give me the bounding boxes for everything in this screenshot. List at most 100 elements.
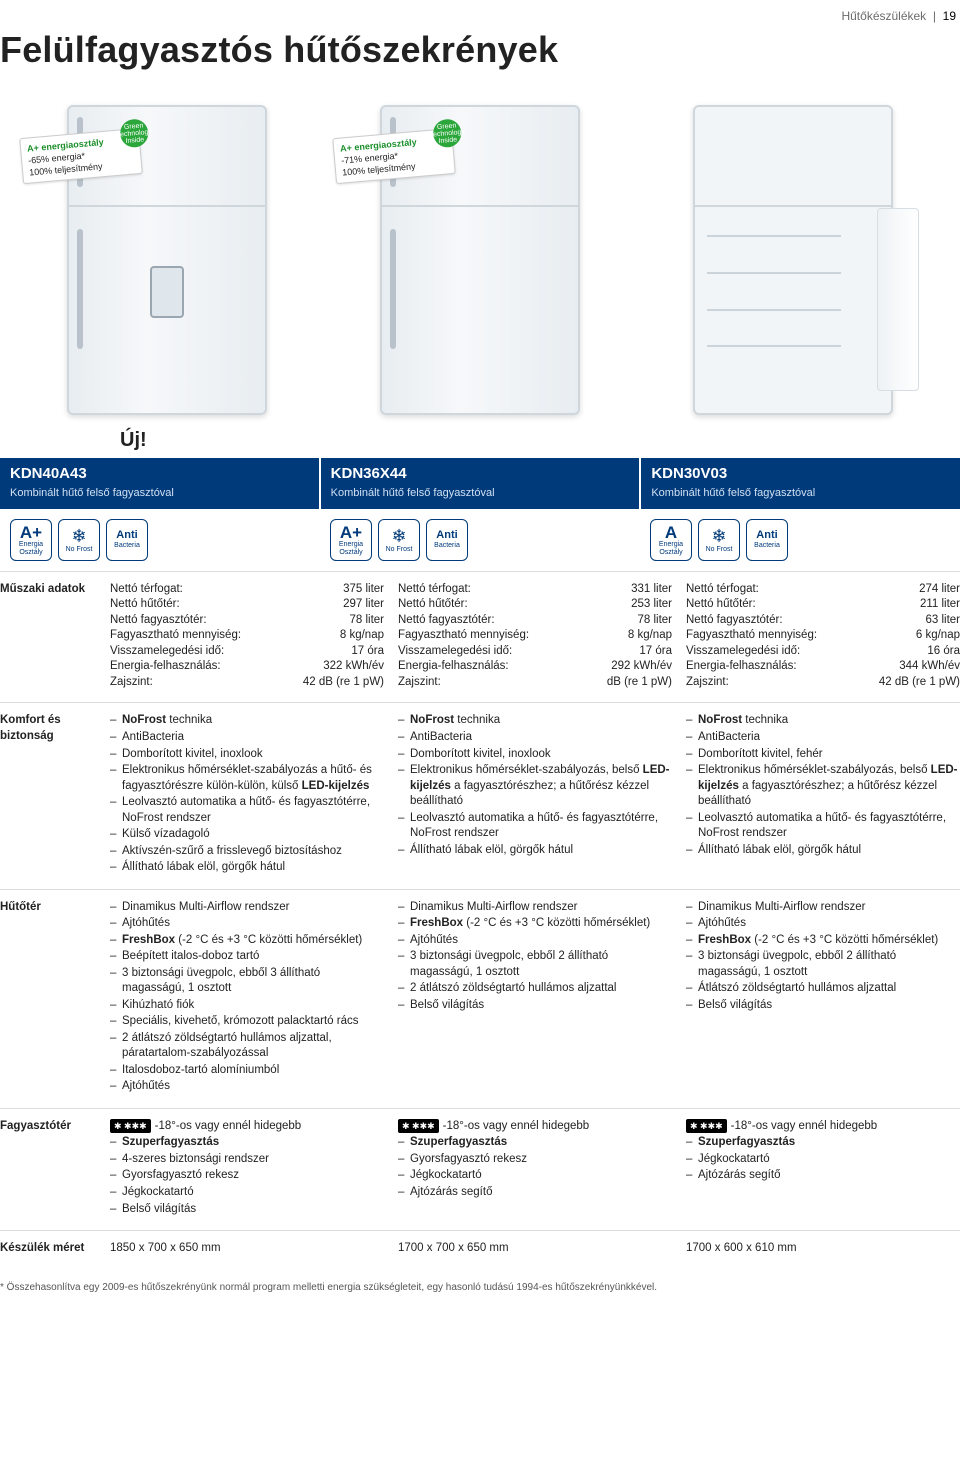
feature-item: Elektronikus hőmérséklet-szabályozás, be… — [686, 763, 960, 810]
spec-line: Fagyasztható mennyiség:6 kg/nap — [686, 628, 960, 644]
feature-item: ✱ ✱✱✱-18°-os vagy ennél hidegebb — [110, 1119, 384, 1135]
page-header: Hűtőkészülékek | 19 — [0, 0, 960, 24]
feature-item: 4-szeres biztonsági rendszer — [110, 1152, 384, 1168]
spec-line: Nettó térfogat:274 liter — [686, 582, 960, 598]
feature-item: Állítható lábak elöl, görgők hátul — [686, 843, 960, 859]
nofrost-icon: ❄No Frost — [58, 519, 100, 561]
freezer-stars-icon: ✱ ✱✱✱ — [398, 1119, 439, 1133]
freezer-stars-icon: ✱ ✱✱✱ — [686, 1119, 727, 1133]
model-code: KDN40A43 — [10, 464, 309, 484]
footnote: * Összehasonlítva egy 2009-es hűtőszekré… — [0, 1269, 960, 1319]
nofrost-icon: ❄No Frost — [698, 519, 740, 561]
model-icon-row: A+Energia Osztály❄No FrostAntiBacteriaA+… — [0, 515, 960, 571]
freezer-cols-col-0: ✱ ✱✱✱-18°-os vagy ennél hidegebbSzuperfa… — [110, 1109, 398, 1230]
freezer-cols-col-2: ✱ ✱✱✱-18°-os vagy ennél hidegebbSzuperfa… — [686, 1109, 960, 1230]
feature-item: Speciális, kivehető, krómozott palacktar… — [110, 1014, 384, 1030]
section-label-fridge: Hűtőtér — [0, 890, 110, 1108]
feature-item: FreshBox (-2 °C és +3 °C közötti hőmérsé… — [686, 933, 960, 949]
feature-item: FreshBox (-2 °C és +3 °C közötti hőmérsé… — [110, 933, 384, 949]
section-size: Készülék méret 1850 x 700 x 650 mm1700 x… — [0, 1230, 960, 1269]
spec-line: Nettó fagyasztótér:63 liter — [686, 613, 960, 629]
feature-item: NoFrost technika — [686, 713, 960, 729]
antibacteria-icon: AntiBacteria — [106, 519, 148, 561]
feature-item: 3 biztonsági üvegpolc, ebből 2 állítható… — [398, 949, 672, 980]
spec-line: Nettó térfogat:375 liter — [110, 582, 384, 598]
feature-item: Ajtóhűtés — [110, 916, 384, 932]
feature-item: Külső vízadagoló — [110, 827, 384, 843]
spec-line: Nettó hűtőtér:297 liter — [110, 597, 384, 613]
feature-item: Domborított kivitel, inoxlook — [398, 747, 672, 763]
section-freezer: Fagyasztótér ✱ ✱✱✱-18°-os vagy ennél hid… — [0, 1108, 960, 1230]
icon-cell-1: A+Energia Osztály❄No FrostAntiBacteria — [320, 515, 640, 571]
model-code: KDN30V03 — [651, 464, 950, 484]
spec-line: Energia-felhasználás:292 kWh/év — [398, 659, 672, 675]
spec-line: Visszamelegedési idő:16 óra — [686, 644, 960, 660]
fridge-illustration-3 — [693, 105, 893, 415]
spec-line: Visszamelegedési idő:17 óra — [398, 644, 672, 660]
spec-line: Visszamelegedési idő:17 óra — [110, 644, 384, 660]
feature-item: 2 átlátszó zöldségtartó hullámos aljzatt… — [110, 1031, 384, 1062]
feature-list: Dinamikus Multi-Airflow rendszerAjtóhűté… — [686, 900, 960, 1014]
energy-class-icon: AEnergia Osztály — [650, 519, 692, 561]
feature-item: Dinamikus Multi-Airflow rendszer — [110, 900, 384, 916]
feature-list: NoFrost technikaAntiBacteriaDomborított … — [686, 713, 960, 858]
feature-item: Szuperfagyasztás — [110, 1135, 384, 1151]
feature-item: Belső világítás — [110, 1202, 384, 1218]
feature-item: AntiBacteria — [110, 730, 384, 746]
feature-item: 3 biztonsági üvegpolc, ebből 3 állítható… — [110, 966, 384, 997]
energy-class-icon: A+Energia Osztály — [10, 519, 52, 561]
size-col-1: 1700 x 700 x 650 mm — [398, 1231, 686, 1269]
feature-item: AntiBacteria — [686, 730, 960, 746]
model-head-2: KDN30V03 Kombinált hűtő felső fagyasztóv… — [641, 458, 960, 509]
feature-item: FreshBox (-2 °C és +3 °C közötti hőmérsé… — [398, 916, 672, 932]
feature-item: Dinamikus Multi-Airflow rendszer — [686, 900, 960, 916]
freezer-cols-col-1: ✱ ✱✱✱-18°-os vagy ennél hidegebbSzuperfa… — [398, 1109, 686, 1230]
feature-item: ✱ ✱✱✱-18°-os vagy ennél hidegebb — [398, 1119, 672, 1135]
spec-line: Nettó hűtőtér:253 liter — [398, 597, 672, 613]
comfort-cols-col-0: NoFrost technikaAntiBacteriaDomborított … — [110, 703, 398, 888]
new-label: Új! — [120, 427, 960, 454]
feature-item: Gyorsfagyasztó rekesz — [110, 1168, 384, 1184]
model-subtitle: Kombinált hűtő felső fagyasztóval — [10, 486, 309, 501]
section-label-specs: Műszaki adatok — [0, 572, 110, 703]
feature-item: Dinamikus Multi-Airflow rendszer — [398, 900, 672, 916]
feature-item: 3 biztonsági üvegpolc, ebből 2 állítható… — [686, 949, 960, 980]
fridge-cols-col-1: Dinamikus Multi-Airflow rendszerFreshBox… — [398, 890, 686, 1108]
feature-item: Kihúzható fiók — [110, 998, 384, 1014]
spec-line: Fagyasztható mennyiség:8 kg/nap — [398, 628, 672, 644]
feature-item: Domborított kivitel, inoxlook — [110, 747, 384, 763]
specs-col-0: Nettó térfogat:375 literNettó hűtőtér:29… — [110, 572, 398, 703]
spec-line: Nettó hűtőtér:211 liter — [686, 597, 960, 613]
feature-list: ✱ ✱✱✱-18°-os vagy ennél hidegebbSzuperfa… — [110, 1119, 384, 1217]
specs-col-2: Nettó térfogat:274 literNettó hűtőtér:21… — [686, 572, 960, 703]
feature-item: Aktívszén-szűrő a frisslevegő biztosítás… — [110, 844, 384, 860]
model-header-row: KDN40A43 Kombinált hűtő felső fagyasztóv… — [0, 458, 960, 509]
feature-item: Ajtóhűtés — [110, 1079, 384, 1095]
spec-line: Zajszint:42 dB (re 1 pW) — [110, 675, 384, 691]
comfort-cols-col-1: NoFrost technikaAntiBacteriaDomborított … — [398, 703, 686, 888]
page-title: Felülfagyasztós hűtőszekrények — [0, 24, 960, 81]
energy-class-icon: A+Energia Osztály — [330, 519, 372, 561]
section-fridge: Hűtőtér Dinamikus Multi-Airflow rendszer… — [0, 889, 960, 1108]
antibacteria-icon: AntiBacteria — [746, 519, 788, 561]
feature-item: Ajtóhűtés — [398, 933, 672, 949]
model-subtitle: Kombinált hűtő felső fagyasztóval — [331, 486, 630, 501]
feature-list: NoFrost technikaAntiBacteriaDomborított … — [110, 713, 384, 875]
spec-line: Zajszint:dB (re 1 pW) — [398, 675, 672, 691]
feature-item: Elektronikus hőmérséklet-szabályozás a h… — [110, 763, 384, 794]
feature-item: Ajtózárás segítő — [398, 1185, 672, 1201]
feature-item: Domborított kivitel, fehér — [686, 747, 960, 763]
feature-item: Ajtózárás segítő — [686, 1168, 960, 1184]
spec-line: Nettó térfogat:331 liter — [398, 582, 672, 598]
feature-item: Italosdoboz-tartó alomíniumból — [110, 1063, 384, 1079]
feature-item: Belső világítás — [686, 998, 960, 1014]
feature-item: AntiBacteria — [398, 730, 672, 746]
section-label-freezer: Fagyasztótér — [0, 1109, 110, 1230]
feature-item: 2 átlátszó zöldségtartó hullámos aljzatt… — [398, 981, 672, 997]
section-specs: Műszaki adatok Nettó térfogat:375 literN… — [0, 571, 960, 703]
section-label-comfort: Komfort és biztonság — [0, 703, 110, 888]
feature-item: Szuperfagyasztás — [398, 1135, 672, 1151]
model-head-1: KDN36X44 Kombinált hűtő felső fagyasztóv… — [321, 458, 640, 509]
feature-item: Ajtóhűtés — [686, 916, 960, 932]
feature-item: Leolvasztó automatika a hűtő- és fagyasz… — [110, 795, 384, 826]
